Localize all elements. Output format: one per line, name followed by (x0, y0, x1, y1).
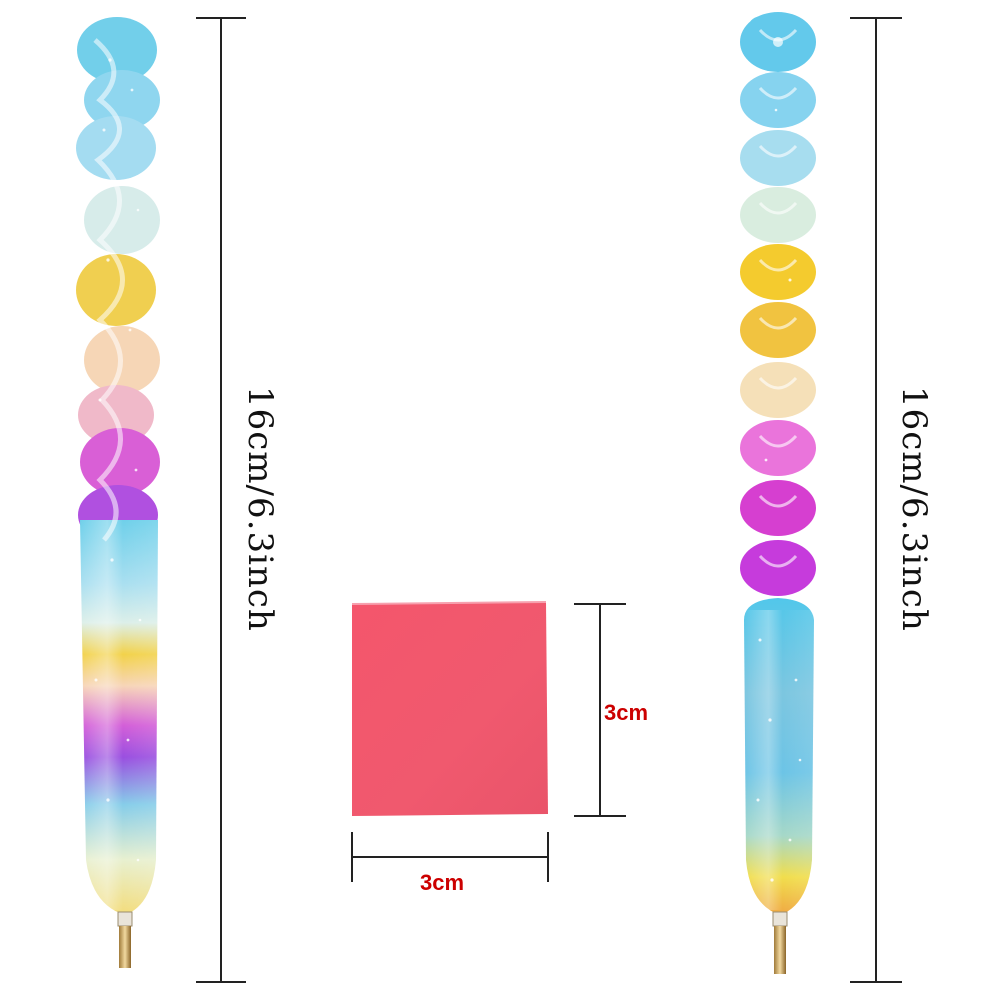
left-pen-dimension (196, 17, 246, 983)
twisted-pen-icon (76, 17, 160, 968)
square-width-dimension (351, 832, 549, 882)
left-pen-length-label: 16cm/6.3inch (240, 386, 280, 632)
square-width-label: 3cm (420, 870, 465, 895)
right-pen-dimension (850, 17, 902, 983)
heart-stack-pen-icon (740, 12, 816, 974)
wax-square-icon (351, 601, 548, 816)
square-height-dimension (574, 603, 626, 817)
square-height-label: 3cm (604, 700, 649, 725)
right-pen-length-label: 16cm/6.3inch (894, 386, 934, 632)
